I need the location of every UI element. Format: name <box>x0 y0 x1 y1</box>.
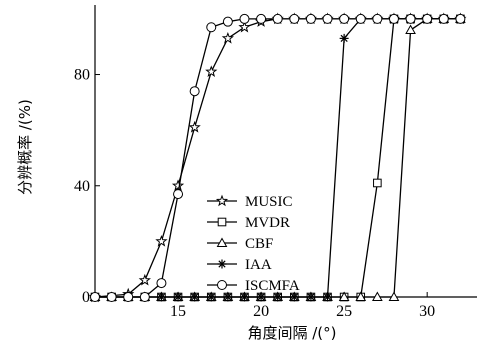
data-point <box>455 13 466 24</box>
x-tick-label: 20 <box>253 303 269 320</box>
data-point <box>405 24 416 35</box>
data-point <box>171 179 185 191</box>
data-point <box>289 292 299 302</box>
data-point <box>239 13 250 24</box>
data-point <box>388 291 400 301</box>
data-point <box>273 292 283 302</box>
ticks: 15 20 25 30 0 40 80 <box>74 67 435 320</box>
data-point <box>106 292 117 302</box>
series-line <box>95 18 461 298</box>
data-point <box>206 22 217 33</box>
data-point <box>256 292 266 302</box>
data-point <box>156 278 167 289</box>
series-iscmfa <box>90 13 466 302</box>
legend-marker <box>217 259 227 269</box>
data-point <box>206 292 216 302</box>
data-point <box>438 13 449 24</box>
data-point <box>188 120 201 133</box>
x-tick-label: 15 <box>170 303 186 320</box>
data-point <box>388 13 399 24</box>
legend-label: MUSIC <box>245 194 293 210</box>
y-tick-label: 80 <box>74 67 90 84</box>
legend-label: MVDR <box>245 215 290 231</box>
data-point <box>139 292 150 302</box>
legend-marker <box>217 280 227 290</box>
data-point <box>190 292 200 302</box>
data-point <box>123 292 134 302</box>
legend-label: CBF <box>245 236 273 252</box>
data-point <box>256 13 267 24</box>
series-line <box>95 18 461 298</box>
data-point <box>238 20 251 33</box>
data-point <box>239 292 249 302</box>
data-point <box>338 291 350 301</box>
data-point <box>90 292 100 302</box>
data-point <box>355 291 367 301</box>
data-point <box>306 292 316 302</box>
data-point <box>173 292 183 302</box>
data-point <box>155 234 168 247</box>
data-point <box>372 13 383 24</box>
data-point <box>305 13 316 24</box>
axes <box>94 5 477 298</box>
y-tick-label: 0 <box>82 289 90 306</box>
x-tick-label: 25 <box>336 303 352 320</box>
data-point <box>322 13 333 24</box>
legend-marker <box>216 237 228 247</box>
data-point <box>289 13 300 24</box>
data-point <box>138 273 151 286</box>
data-point <box>272 13 283 24</box>
series-cbf <box>89 13 466 301</box>
x-axis-title: 角度间隔 /(°) <box>247 324 336 342</box>
data-point <box>189 86 200 97</box>
data-point <box>156 292 166 302</box>
series <box>88 12 467 303</box>
data-point <box>221 31 234 44</box>
data-point <box>371 291 383 301</box>
data-point <box>339 33 349 43</box>
y-tick-label: 40 <box>74 178 90 195</box>
data-point <box>373 178 382 188</box>
data-point <box>173 189 184 200</box>
series-line <box>95 18 461 298</box>
series-line <box>95 18 461 298</box>
data-point <box>422 13 433 24</box>
data-point <box>205 65 218 77</box>
data-point <box>223 292 233 302</box>
data-point <box>339 13 350 24</box>
legend-label: IAA <box>245 257 272 273</box>
series-line <box>94 18 461 298</box>
x-tick-label: 30 <box>419 303 435 320</box>
legend-marker <box>215 194 229 207</box>
data-point <box>355 13 366 24</box>
data-point <box>222 16 233 27</box>
legend-label: ISCMFA <box>245 278 300 294</box>
legend: MUSIC MVDR CBF IAA ISCMFA <box>207 194 300 294</box>
legend-marker <box>217 217 227 227</box>
data-point <box>323 292 333 302</box>
data-point <box>405 13 416 24</box>
y-axis-title: 分辨概率 /(%) <box>16 99 34 195</box>
